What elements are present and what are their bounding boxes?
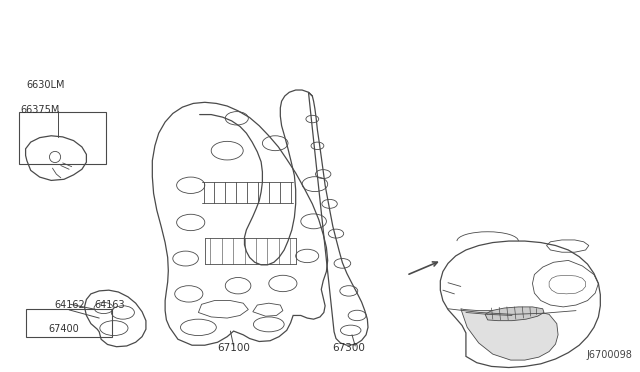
Polygon shape [461, 309, 558, 360]
Text: 64163: 64163 [95, 300, 125, 310]
Text: 64162: 64162 [54, 300, 85, 310]
Text: 67300: 67300 [332, 343, 365, 353]
Text: 66375M: 66375M [20, 105, 60, 115]
Text: 6630LM: 6630LM [27, 80, 65, 90]
Polygon shape [485, 307, 544, 321]
Text: 67100: 67100 [217, 343, 250, 353]
Text: 67400: 67400 [48, 324, 79, 334]
Bar [26, 309, 112, 337]
Text: J6700098: J6700098 [586, 350, 632, 360]
Bar [19, 112, 106, 164]
